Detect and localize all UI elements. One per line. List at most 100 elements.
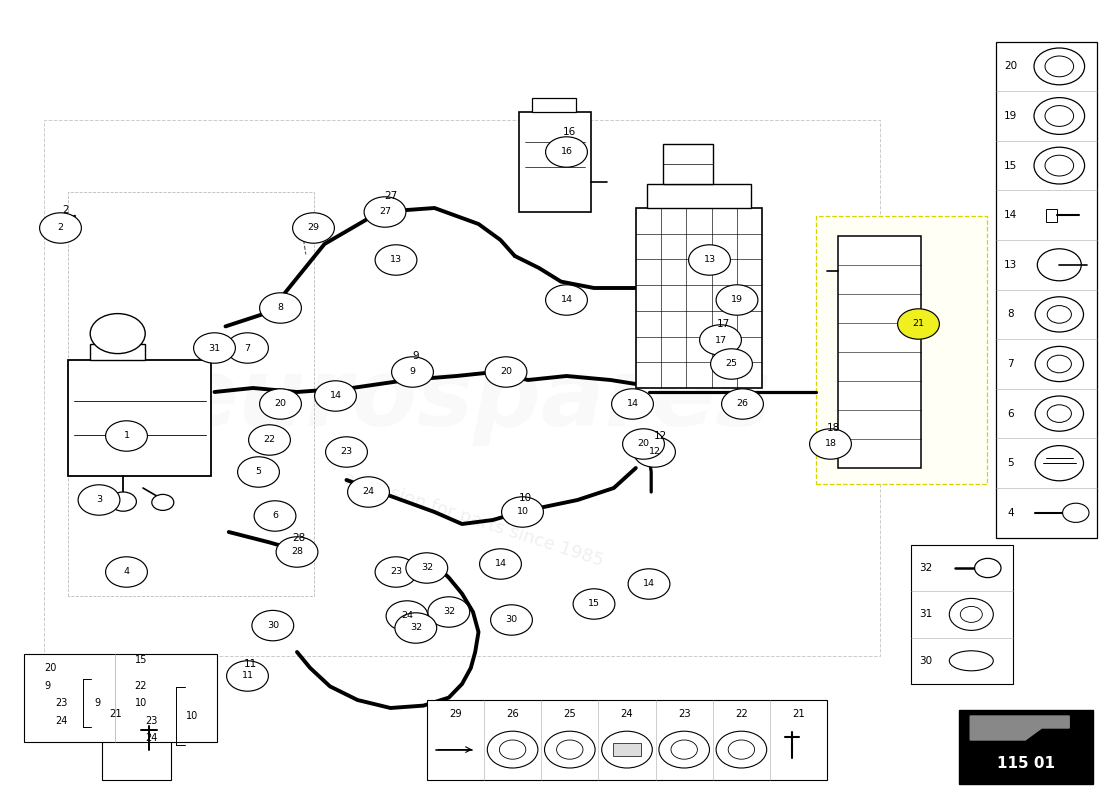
Text: 32: 32 [420, 563, 433, 573]
Circle shape [194, 333, 235, 363]
Text: 24: 24 [363, 487, 374, 497]
Ellipse shape [949, 651, 993, 670]
Circle shape [375, 245, 417, 275]
Text: 20: 20 [1004, 62, 1018, 71]
Bar [613, 743, 641, 756]
Text: 14: 14 [627, 399, 638, 409]
Circle shape [634, 437, 675, 467]
Text: 32: 32 [920, 563, 933, 573]
Text: 25: 25 [563, 710, 576, 719]
Circle shape [689, 245, 730, 275]
Circle shape [1034, 48, 1085, 85]
Circle shape [480, 549, 521, 579]
Text: 23: 23 [145, 716, 157, 726]
Text: 29: 29 [449, 710, 462, 719]
Circle shape [252, 610, 294, 641]
Circle shape [392, 357, 433, 387]
Text: 21: 21 [913, 319, 924, 329]
Text: 14: 14 [561, 295, 572, 305]
Text: 13: 13 [389, 255, 403, 265]
Circle shape [293, 213, 334, 243]
Text: 1: 1 [123, 431, 130, 441]
Text: 26: 26 [737, 399, 748, 409]
Bar [519, 112, 591, 212]
Text: 27: 27 [379, 207, 390, 217]
Circle shape [485, 357, 527, 387]
Circle shape [395, 613, 437, 643]
Text: 22: 22 [134, 681, 147, 690]
Circle shape [106, 421, 147, 451]
Polygon shape [970, 716, 1069, 740]
Text: 20: 20 [44, 663, 56, 673]
Circle shape [628, 569, 670, 599]
Bar [636, 208, 762, 388]
Bar [44, 120, 880, 656]
Text: 20: 20 [275, 399, 286, 409]
Text: 31: 31 [920, 610, 933, 619]
Bar [959, 710, 1093, 784]
Circle shape [700, 325, 741, 355]
Text: eurospares: eurospares [174, 354, 772, 446]
Text: 8: 8 [1008, 310, 1014, 319]
Text: 30: 30 [505, 615, 518, 625]
Circle shape [152, 494, 174, 510]
Circle shape [975, 558, 1001, 578]
Circle shape [960, 606, 982, 622]
Circle shape [1045, 106, 1074, 126]
Text: 30: 30 [266, 621, 279, 630]
Text: 23: 23 [389, 567, 403, 577]
Circle shape [110, 492, 136, 511]
Text: 13: 13 [703, 255, 716, 265]
Text: 28: 28 [293, 533, 306, 542]
Circle shape [1034, 98, 1085, 134]
Text: 27: 27 [384, 191, 397, 201]
Circle shape [260, 293, 301, 323]
Text: 31: 31 [208, 343, 221, 353]
Text: 18: 18 [827, 423, 840, 433]
Text: 19: 19 [1004, 111, 1018, 121]
Circle shape [428, 597, 470, 627]
Circle shape [238, 457, 279, 487]
Text: 23: 23 [678, 710, 691, 719]
Circle shape [949, 598, 993, 630]
Circle shape [40, 213, 81, 243]
Circle shape [671, 740, 697, 759]
Text: 9: 9 [412, 351, 419, 361]
Text: 19: 19 [732, 295, 742, 305]
Text: 30: 30 [920, 656, 933, 666]
Circle shape [1035, 396, 1084, 431]
Circle shape [716, 285, 758, 315]
Text: 28: 28 [292, 547, 302, 557]
Bar [427, 700, 827, 780]
Bar [816, 216, 987, 484]
Text: 13: 13 [1004, 260, 1018, 270]
Circle shape [326, 437, 367, 467]
Circle shape [659, 731, 710, 768]
Circle shape [249, 425, 290, 455]
Text: 32: 32 [442, 607, 455, 617]
Circle shape [315, 381, 356, 411]
Circle shape [573, 589, 615, 619]
Circle shape [491, 605, 532, 635]
Circle shape [375, 557, 417, 587]
Text: 5: 5 [1008, 458, 1014, 468]
Text: 21: 21 [792, 710, 805, 719]
Text: 15: 15 [588, 599, 600, 609]
Text: 12: 12 [653, 431, 667, 441]
Text: 9: 9 [95, 698, 101, 708]
Text: 115 01: 115 01 [998, 756, 1055, 770]
Circle shape [90, 314, 145, 354]
Text: 17: 17 [715, 335, 726, 345]
Text: 14: 14 [495, 559, 506, 569]
Text: 14: 14 [644, 579, 654, 589]
Circle shape [810, 429, 851, 459]
Circle shape [722, 389, 763, 419]
Text: 5: 5 [255, 467, 262, 477]
Circle shape [1045, 56, 1074, 77]
Text: 10: 10 [134, 698, 146, 708]
Text: 9: 9 [409, 367, 416, 377]
Text: 18: 18 [825, 439, 836, 449]
Circle shape [1035, 346, 1084, 382]
Text: 7: 7 [244, 343, 251, 353]
Circle shape [227, 333, 268, 363]
